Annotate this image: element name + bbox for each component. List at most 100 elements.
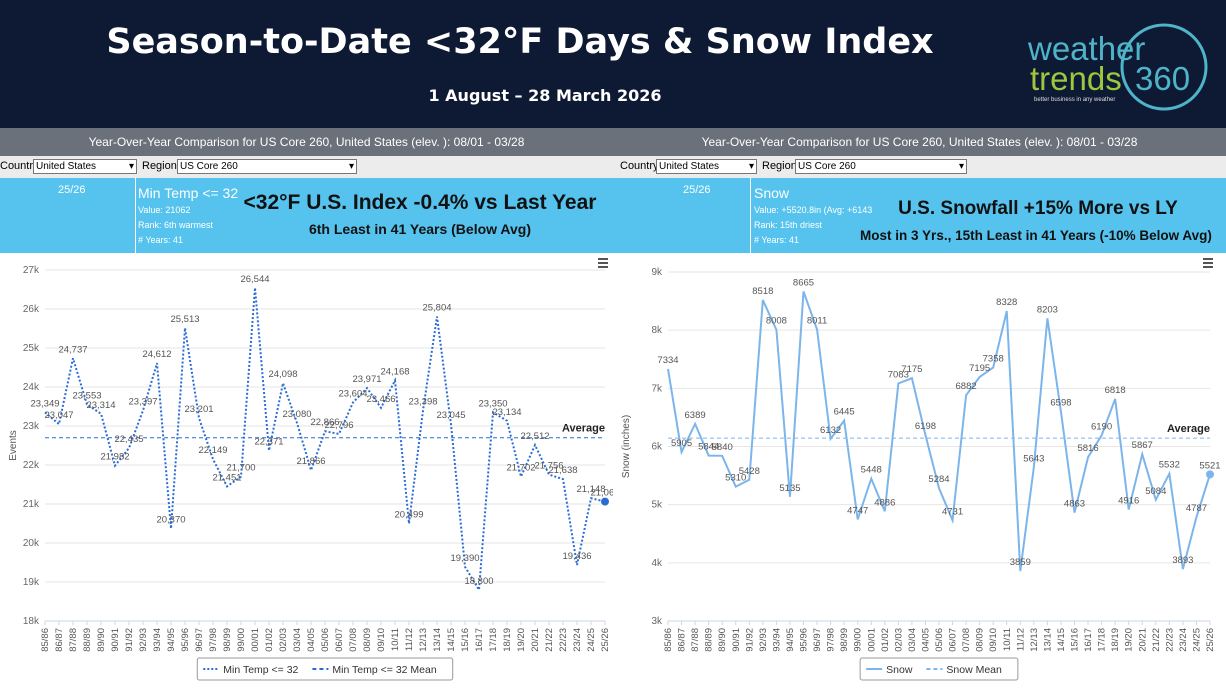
subheadline: Most in 3 Yrs., 15th Least in 41 Years (…: [860, 228, 1212, 243]
data-label: 6132: [820, 425, 841, 436]
region-select[interactable]: US Core 260: [795, 159, 967, 174]
x-tick-label: 91/92: [744, 628, 755, 652]
data-label: 5816: [1077, 443, 1098, 454]
data-label: 5840: [712, 442, 733, 453]
y-tick-label: 24k: [23, 382, 40, 393]
country-label: Country:: [0, 160, 42, 172]
legend-label: Min Temp <= 32 Mean: [332, 664, 436, 676]
y-tick-label: 5k: [651, 500, 663, 511]
x-tick-label: 20/21: [530, 628, 541, 652]
data-label: 22,371: [254, 437, 283, 448]
x-tick-label: 11/12: [404, 628, 415, 651]
data-label: 21,866: [296, 456, 325, 467]
data-label: 23,134: [492, 407, 521, 418]
x-tick-label: 20/21: [1137, 628, 1148, 652]
country-select[interactable]: United States: [656, 159, 757, 174]
x-tick-label: 95/96: [799, 628, 810, 652]
x-tick-label: 94/95: [166, 628, 177, 652]
x-tick-label: 09/10: [376, 628, 387, 652]
x-tick-label: 00/01: [250, 628, 261, 652]
x-tick-label: 86/87: [677, 628, 688, 652]
x-tick-label: 19/20: [516, 628, 527, 652]
region-select[interactable]: US Core 260: [177, 159, 357, 174]
data-label: 20,370: [156, 515, 185, 526]
x-tick-label: 99/00: [236, 628, 247, 652]
data-label: 8008: [766, 316, 787, 327]
data-label: 4731: [942, 506, 963, 517]
data-label: 21,638: [548, 465, 577, 476]
x-tick-label: 21/22: [544, 628, 555, 652]
metric: Min Temp <= 32: [138, 185, 239, 201]
x-tick-label: 06/07: [334, 628, 345, 652]
data-label: 23,201: [184, 404, 213, 415]
x-tick-label: 07/08: [961, 628, 972, 652]
data-label: 26,544: [240, 274, 269, 285]
data-label: 6198: [915, 421, 936, 432]
x-tick-label: 91/92: [124, 628, 135, 652]
x-tick-label: 06/07: [948, 628, 959, 652]
y-tick-label: 21k: [23, 499, 40, 510]
comparison-bar: Year-Over-Year Comparison for US Core 26…: [0, 128, 613, 156]
data-label: 24,737: [58, 344, 87, 355]
x-tick-label: 98/99: [222, 628, 233, 652]
x-tick-label: 25/26: [600, 628, 611, 652]
selectors: Country: United States Region: US Core 2…: [613, 156, 1226, 178]
data-label: 5284: [928, 474, 949, 485]
x-tick-label: 19/20: [1124, 628, 1135, 652]
data-label: 23,604: [338, 388, 367, 399]
data-label: 6190: [1091, 421, 1112, 432]
country-select[interactable]: United States: [33, 159, 137, 174]
x-tick-label: 18/19: [1110, 628, 1121, 652]
divider: [135, 178, 136, 253]
rank: Rank: 15th driest: [754, 220, 823, 230]
y-tick-label: 26k: [23, 304, 40, 315]
data-label: 4787: [1186, 503, 1207, 514]
x-tick-label: 24/25: [1191, 628, 1202, 652]
selectors: Country: United States Region: US Core 2…: [0, 156, 613, 178]
logo-tagline: better business in any weather: [1034, 97, 1115, 103]
x-tick-label: 15/16: [460, 628, 471, 652]
x-tick-label: 05/06: [934, 628, 945, 652]
season: 25/26: [683, 184, 711, 196]
data-label: 8518: [752, 286, 773, 297]
x-tick-label: 87/88: [690, 628, 701, 652]
panel: Year-Over-Year Comparison for US Core 26…: [613, 128, 1226, 688]
data-label: 19,390: [450, 553, 479, 564]
x-tick-label: 93/94: [152, 628, 163, 652]
x-tick-label: 02/03: [278, 628, 289, 652]
data-label: 21,700: [226, 463, 255, 474]
x-tick-label: 17/18: [1097, 628, 1108, 652]
data-label: 6598: [1050, 398, 1071, 409]
annotation: Average: [562, 423, 605, 435]
years: # Years: 41: [754, 235, 800, 245]
x-tick-label: 89/90: [717, 628, 728, 652]
x-tick-label: 88/89: [82, 628, 93, 652]
data-label: 7175: [901, 364, 922, 375]
x-tick-label: 90/91: [110, 628, 121, 652]
x-tick-label: 21/22: [1151, 628, 1162, 652]
annotation: Average: [1167, 423, 1210, 435]
data-label: 4747: [847, 505, 868, 516]
y-axis-title: Snow (inches): [621, 415, 632, 478]
data-label: 6445: [834, 407, 855, 418]
y-tick-label: 27k: [23, 265, 40, 276]
data-label: 21,148: [576, 484, 605, 495]
x-tick-label: 96/97: [194, 628, 205, 652]
x-tick-label: 03/04: [292, 628, 303, 652]
x-tick-label: 14/15: [1056, 628, 1067, 652]
x-tick-label: 04/05: [306, 628, 317, 652]
years: # Years: 41: [138, 235, 184, 245]
metric: Snow: [754, 185, 790, 201]
chart: 18k 19k 20k 21k 22k 23k 24k 25k 26k 27k Events 85/8…: [8, 258, 613, 681]
x-tick-label: 23/24: [1178, 628, 1189, 652]
y-tick-label: 8k: [651, 325, 663, 336]
legend-label: Snow: [886, 664, 913, 676]
x-tick-label: 89/90: [96, 628, 107, 652]
data-label: 23,553: [72, 390, 101, 401]
x-tick-label: 94/95: [785, 628, 796, 652]
x-tick-label: 01/02: [880, 628, 891, 652]
value: Value: 21062: [138, 205, 191, 215]
x-tick-label: 10/11: [1002, 628, 1013, 651]
y-tick-label: 18k: [23, 616, 40, 627]
x-tick-label: 87/88: [68, 628, 79, 652]
